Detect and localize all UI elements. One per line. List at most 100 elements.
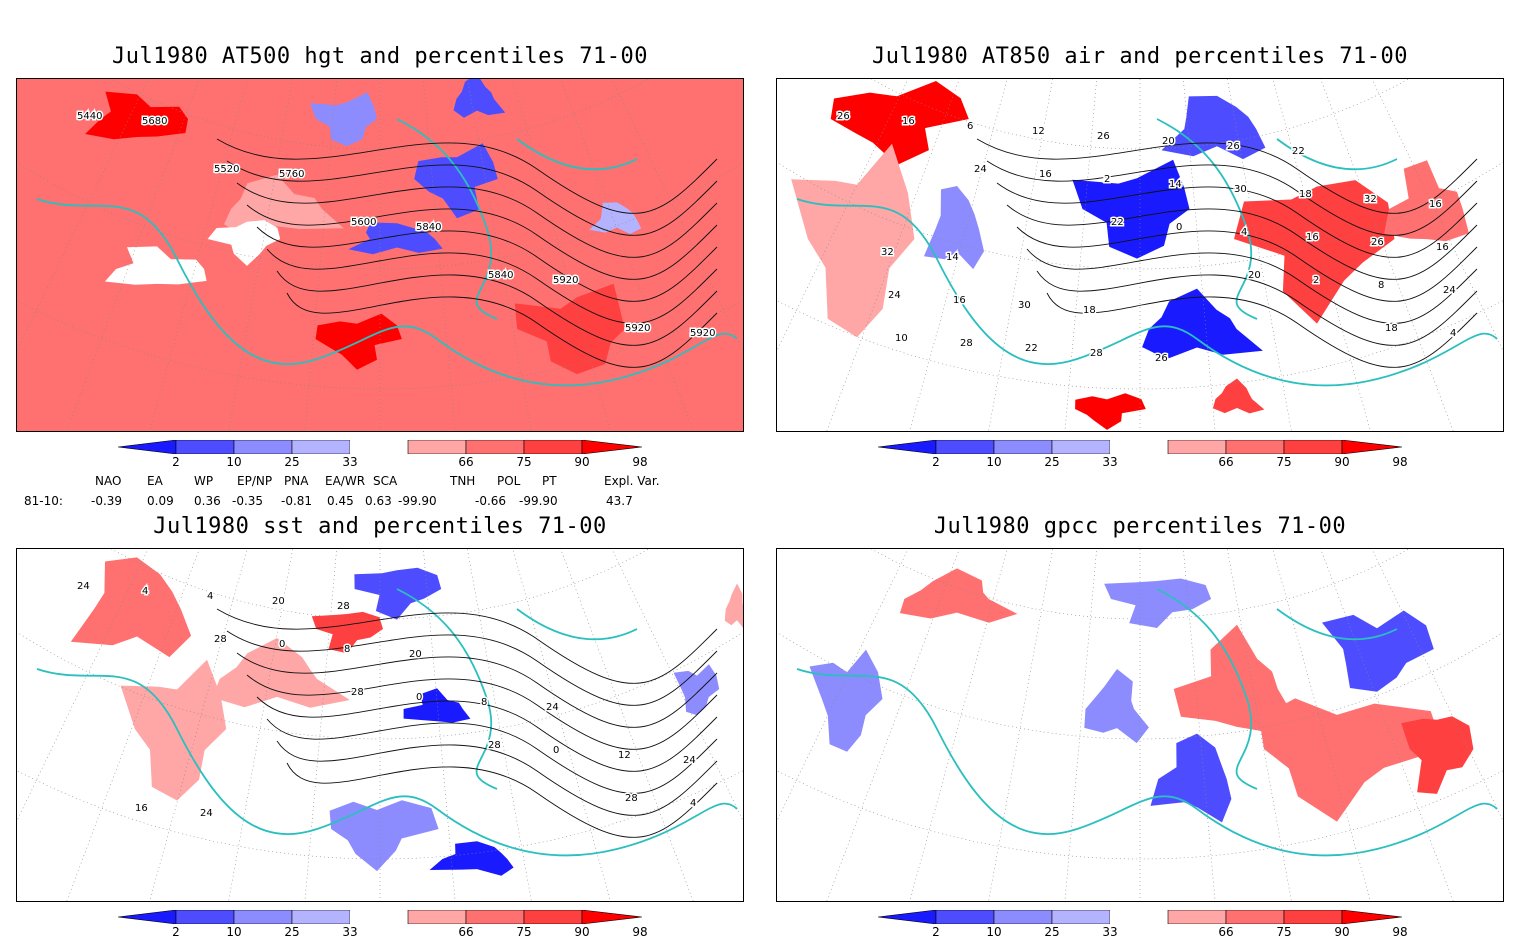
percentile-shading	[453, 79, 506, 118]
index-value: -0.39	[91, 494, 123, 508]
contour-label: 28	[214, 634, 227, 645]
percentile-shading	[1150, 733, 1232, 823]
contour-label: 2	[1104, 174, 1110, 185]
colorbar-segment	[233, 439, 293, 455]
colorbar-segment	[465, 439, 525, 455]
colorbar-tick-label: 98	[1392, 455, 1408, 469]
colorbar-tick-label: 98	[632, 925, 648, 939]
contour-label: 0	[416, 692, 422, 703]
latitude-circle	[777, 549, 1503, 740]
coastline	[36, 588, 738, 857]
contour-line	[216, 608, 718, 684]
contour-label: 4	[1241, 227, 1247, 238]
colorbar-tick-label: 2	[172, 455, 180, 469]
map-panel-air850: 26 24 22 20 18 16 16 0 2 4 6 2 4 8 10 12 14 16 24 28 26 30 26 2…	[776, 78, 1504, 432]
contour-label: 24	[546, 702, 559, 713]
colorbar-4: 2 10 25 33 66 75 90 98	[877, 909, 1408, 939]
contour-label: 30	[1018, 300, 1031, 311]
contour-line	[236, 652, 718, 728]
index-value: -0.66	[475, 494, 507, 508]
contour-label: 5920	[625, 323, 650, 334]
contour-label: 22	[1111, 217, 1124, 228]
colorbar-segment	[291, 909, 351, 925]
percentile-shading	[1384, 160, 1469, 242]
contour-label: 32	[881, 247, 894, 258]
percentile-shading	[120, 659, 227, 801]
contour-label: 30	[1234, 184, 1247, 195]
contour-line	[986, 160, 1478, 236]
colorbar-tick-label: 33	[342, 925, 358, 939]
contour-line	[246, 674, 718, 750]
colorbar-segment	[523, 439, 583, 455]
contour-label: 5440	[77, 111, 102, 122]
contour-label: 12	[1032, 126, 1045, 137]
colorbar-arrow-left	[877, 909, 937, 925]
contour-label: 5760	[279, 169, 304, 180]
contour-label: 16	[1429, 199, 1442, 210]
colorbar-tick-label: 2	[932, 925, 940, 939]
colorbar-segment	[1110, 440, 1168, 454]
contour-label: 28	[488, 740, 501, 751]
colorbar-segment	[1110, 910, 1168, 924]
percentile-shading	[354, 567, 442, 620]
contour-label: 26	[1097, 131, 1110, 142]
index-value: -99.90	[519, 494, 558, 508]
contour-label: 26	[837, 111, 850, 122]
colorbar-segment	[1225, 439, 1285, 455]
percentile-shading	[1142, 288, 1263, 360]
colorbar-segment	[465, 909, 525, 925]
contour-label: 5840	[488, 270, 513, 281]
colorbar-segment	[233, 909, 293, 925]
contour-label: 18	[1299, 189, 1312, 200]
colorbar-segment	[175, 909, 235, 925]
colorbar-tick-label: 90	[1334, 455, 1350, 469]
contour-label: 24	[77, 581, 90, 592]
contour-label: 32	[1364, 194, 1377, 205]
contour-label: 24	[888, 290, 901, 301]
index-header: EA/WR	[325, 474, 366, 488]
index-value: -0.81	[281, 494, 313, 508]
percentile-shading	[1212, 378, 1265, 414]
colorbar-arrow-right	[581, 909, 643, 925]
percentile-shading	[514, 283, 625, 375]
percentile-shading	[1173, 624, 1295, 732]
latitude-circle	[777, 549, 1503, 860]
contour-line	[996, 182, 1478, 258]
index-header: EP/NP	[237, 474, 273, 488]
percentile-shading	[791, 143, 915, 338]
colorbar-tick-label: 25	[284, 455, 300, 469]
percentile-shading	[830, 81, 969, 165]
contour-label: 2	[1313, 275, 1319, 286]
contour-label: 8	[1378, 280, 1384, 291]
contour-label: 26	[1371, 237, 1384, 248]
contour-line	[1016, 226, 1478, 302]
index-value: -0.35	[232, 494, 264, 508]
colorbar-tick-label: 98	[1392, 925, 1408, 939]
percentile-shading	[724, 583, 743, 629]
index-header: NAO	[95, 474, 122, 488]
contour-line	[266, 718, 718, 794]
contour-label: 5600	[351, 217, 376, 228]
colorbar-tick-label: 25	[284, 925, 300, 939]
colorbar-tick-label: 90	[574, 925, 590, 939]
contour-label: 24	[200, 808, 213, 819]
map-sst-svg: 24 28 28 28 28 4 0 0 0 4 4 8 8 12 16 20 20 24 24 24 28	[17, 549, 743, 901]
contour-label: 5680	[142, 116, 167, 127]
contour-line	[226, 630, 718, 706]
colorbar-2-graphic	[877, 439, 1403, 455]
percentile-shading	[1072, 159, 1190, 259]
map-air850-svg: 2624222018161602462481012141624282630262…	[777, 79, 1503, 431]
contour-label: 20	[272, 596, 285, 607]
index-header: EA	[147, 474, 163, 488]
colorbar-tick-label: 98	[632, 455, 648, 469]
contour-label: 22	[1025, 343, 1038, 354]
contour-label: 4	[690, 798, 696, 809]
percentile-shading	[899, 568, 1018, 623]
index-value: 43.7	[606, 494, 633, 508]
colorbar-arrow-left	[877, 439, 937, 455]
colorbar-arrow-right	[1341, 909, 1403, 925]
contour-label: 5920	[553, 275, 578, 286]
contour-label: 4	[207, 591, 213, 602]
coastline	[796, 118, 1498, 387]
contour-line	[286, 292, 718, 368]
